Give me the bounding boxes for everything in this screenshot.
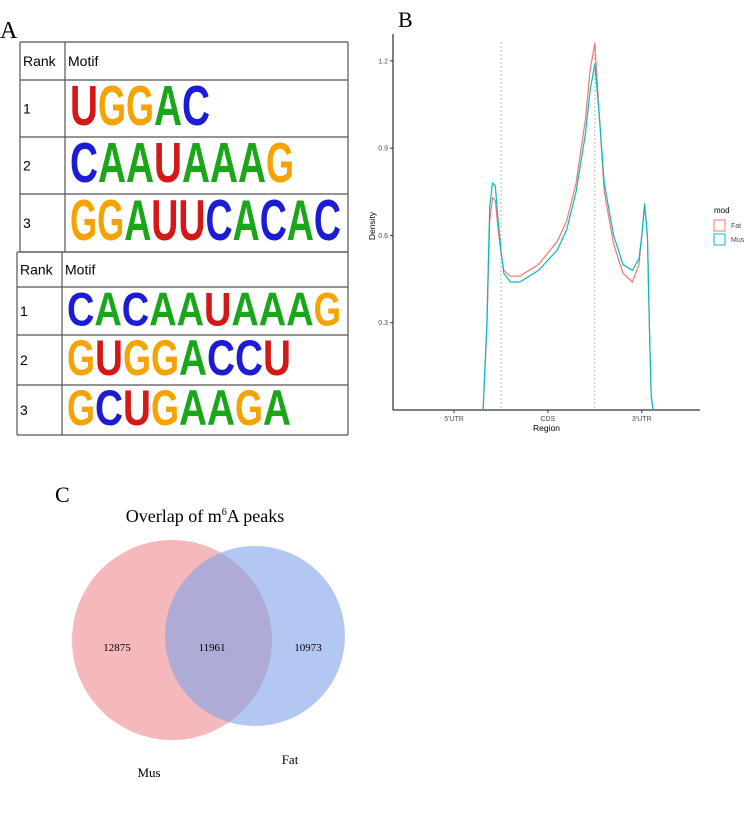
motif-letter: G bbox=[70, 189, 97, 253]
motif-letter: A bbox=[231, 283, 258, 336]
header-cell: Rank bbox=[20, 262, 54, 278]
motif-letter: A bbox=[287, 189, 314, 253]
rank-cell: 2 bbox=[20, 352, 28, 368]
venn-count: 10973 bbox=[294, 642, 322, 654]
motif-logo: GUGGACCUGUGGACCU bbox=[67, 331, 291, 386]
motif-letter: A bbox=[259, 283, 286, 336]
motif-letter: G bbox=[314, 283, 341, 336]
motif-letter: G bbox=[123, 331, 151, 386]
rank-cell: 1 bbox=[23, 101, 31, 117]
x-axis-label: Region bbox=[533, 423, 560, 433]
motif-letter: G bbox=[151, 331, 179, 386]
motif-logo: CAAUAAAGCAAUAAAG bbox=[70, 132, 294, 195]
motif-letter: G bbox=[126, 75, 154, 138]
motif-letter: A bbox=[263, 381, 291, 436]
motif-letter: C bbox=[122, 283, 149, 336]
x-tick-label: 5'UTR bbox=[444, 416, 464, 423]
motif-letter: A bbox=[179, 381, 207, 436]
motif-letter: C bbox=[207, 331, 235, 386]
motif-letter: C bbox=[206, 189, 233, 253]
motif-letter: A bbox=[98, 132, 126, 195]
venn-circle bbox=[165, 546, 345, 726]
legend-key bbox=[713, 233, 726, 246]
motif-letter: U bbox=[204, 283, 231, 336]
venn-title: Overlap of m6A peaks bbox=[126, 506, 284, 526]
motif-letter: U bbox=[154, 132, 182, 195]
venn-count: 12875 bbox=[103, 642, 131, 654]
motif-letter: A bbox=[177, 283, 204, 336]
y-tick-label: 0.6 bbox=[378, 233, 388, 240]
header-cell: Motif bbox=[68, 53, 98, 69]
density-line bbox=[482, 63, 654, 411]
motif-letter: G bbox=[98, 75, 126, 138]
venn-label: Fat bbox=[282, 752, 299, 767]
header-cell: Motif bbox=[65, 262, 95, 278]
y-axis-label: Density bbox=[367, 211, 377, 240]
motif-letter: A bbox=[149, 283, 176, 336]
motif-letter: A bbox=[210, 132, 238, 195]
motif-letter: C bbox=[260, 189, 287, 253]
motif-letter: G bbox=[67, 331, 95, 386]
panel-letter: B bbox=[398, 7, 413, 32]
panel-letter: A bbox=[0, 18, 18, 44]
rank-cell: 1 bbox=[20, 303, 28, 319]
motif-letter: G bbox=[266, 132, 294, 195]
legend-label: Mus bbox=[731, 237, 745, 244]
motif-letter: U bbox=[263, 331, 291, 386]
motif-letter: U bbox=[70, 75, 98, 138]
motif-letter: G bbox=[67, 381, 95, 436]
motif-logo: GGAUUCACACGGAUUCACAC bbox=[70, 189, 341, 253]
venn-label: Mus bbox=[137, 765, 160, 780]
motif-letter: C bbox=[182, 75, 210, 138]
motif-logo: UGGACUGGAC bbox=[70, 75, 210, 138]
venn-count: 11961 bbox=[198, 642, 225, 654]
motif-letter: A bbox=[207, 381, 235, 436]
title-text: Overlap of m bbox=[126, 506, 222, 526]
motif-letter: G bbox=[151, 381, 179, 436]
density-line bbox=[482, 43, 654, 411]
panel-letter: C bbox=[55, 482, 70, 507]
motif-letter: A bbox=[233, 189, 260, 253]
motif-letter: G bbox=[235, 381, 263, 436]
motif-letter: U bbox=[95, 331, 123, 386]
x-tick-label: CDS bbox=[541, 416, 556, 423]
x-tick-label: 3'UTR bbox=[632, 416, 652, 423]
y-tick-label: 0.3 bbox=[378, 320, 388, 327]
motif-letter: A bbox=[238, 132, 266, 195]
motif-letter: A bbox=[124, 189, 151, 253]
header-cell: Rank bbox=[23, 53, 57, 69]
rank-cell: 3 bbox=[20, 402, 28, 418]
motif-letter: C bbox=[235, 331, 263, 386]
rank-cell: 3 bbox=[23, 215, 31, 231]
motif-letter: A bbox=[182, 132, 210, 195]
rank-cell: 2 bbox=[23, 158, 31, 174]
motif-letter: C bbox=[95, 381, 123, 436]
title-text: A peaks bbox=[227, 506, 285, 526]
legend-title: mod bbox=[714, 206, 730, 215]
motif-letter: A bbox=[154, 75, 182, 138]
motif-letter: U bbox=[151, 189, 178, 253]
motif-letter: A bbox=[286, 283, 313, 336]
motif-letter: U bbox=[178, 189, 205, 253]
motif-letter: C bbox=[67, 283, 94, 336]
y-tick-label: 1.2 bbox=[378, 58, 388, 65]
legend-label: Fat bbox=[731, 223, 741, 230]
legend-key bbox=[713, 219, 726, 232]
motif-letter: A bbox=[179, 331, 207, 386]
motif-letter: C bbox=[70, 132, 98, 195]
motif-letter: A bbox=[126, 132, 154, 195]
motif-logo: GCUGAAGAGCUGAAGA bbox=[67, 381, 291, 436]
motif-letter: A bbox=[94, 283, 121, 336]
motif-logo: CACAAUAAAGCACAAUAAAG bbox=[67, 283, 341, 336]
y-tick-label: 0.9 bbox=[378, 146, 388, 153]
motif-letter: G bbox=[97, 189, 124, 253]
title-sup: 6 bbox=[222, 507, 227, 518]
motif-letter: C bbox=[314, 189, 341, 253]
motif-letter: U bbox=[123, 381, 151, 436]
